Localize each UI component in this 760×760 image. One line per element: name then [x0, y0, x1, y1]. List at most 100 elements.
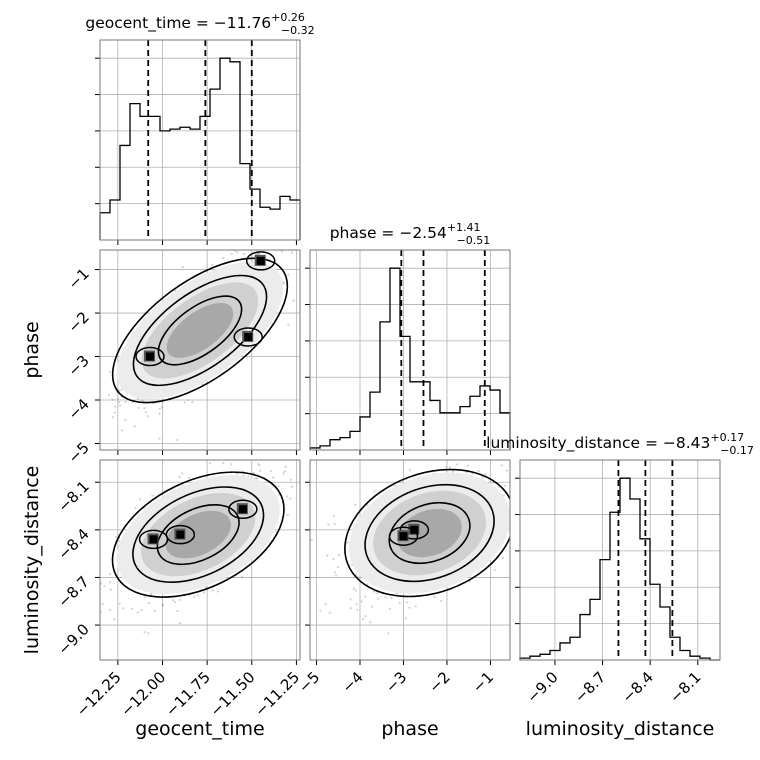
scatter-point: [118, 539, 121, 543]
scatter-panel-luminosity_distance_vs_geocent_time: [95, 444, 307, 665]
scatter-point: [191, 400, 194, 403]
hist-panel-luminosity_distance: luminosity_distance = −8.43+0.17 −0.17: [486, 431, 754, 665]
scatter-point: [95, 426, 97, 428]
scatter-panel-phase_vs_geocent_time: [87, 247, 301, 455]
scatter-point: [466, 464, 470, 467]
hist-panel-phase: phase = −2.54+1.41 −0.51: [305, 221, 511, 455]
scatter-point: [354, 589, 358, 592]
scatter-point: [115, 536, 118, 539]
scatter-point: [261, 444, 263, 446]
scatter-point: [404, 617, 407, 620]
x-axis-label-luminosity_distance: luminosity_distance: [526, 718, 715, 740]
panel-content: [310, 460, 541, 660]
scatter-point: [388, 607, 392, 610]
scatter-point: [387, 632, 390, 635]
scatter-point: [327, 523, 330, 526]
scatter-point: [211, 263, 214, 266]
y-axis-label-luminosity_distance: luminosity_distance: [21, 466, 43, 655]
scatter-point: [511, 468, 513, 470]
scatter-point: [109, 588, 112, 591]
scatter-point: [222, 257, 225, 260]
title-plus: +0.26: [271, 11, 305, 24]
scatter-point: [147, 602, 150, 605]
scatter-point: [202, 591, 205, 594]
scatter-point: [240, 575, 243, 579]
scatter-point: [364, 595, 367, 598]
title-plus: +1.41: [447, 221, 481, 234]
scatter-point: [183, 401, 186, 404]
scatter-point: [360, 600, 363, 603]
scatter-point: [465, 471, 468, 474]
y-tick-label: −8.7: [54, 573, 92, 611]
scatter-point: [395, 592, 399, 595]
scatter-point: [539, 553, 541, 555]
scatter-point: [136, 397, 140, 400]
scatter-point: [186, 398, 189, 402]
scatter-point: [445, 465, 448, 469]
panel-content: [87, 247, 300, 450]
title-minus: −0.32: [281, 24, 315, 37]
scatter-point: [134, 506, 137, 510]
scatter-point: [372, 590, 375, 593]
panel-frame: [99, 459, 301, 661]
scatter-point: [287, 273, 290, 276]
x-axis-label-phase: phase: [381, 718, 438, 740]
contour-line: [388, 501, 471, 565]
scatter-point: [511, 501, 513, 503]
scatter-point: [118, 602, 121, 605]
scatter-point: [393, 484, 396, 487]
scatter-point: [305, 489, 307, 491]
scatter-point: [349, 598, 352, 601]
scatter-point: [484, 472, 487, 476]
scatter-point: [408, 606, 411, 609]
x-tick-label: −8.1: [666, 668, 704, 706]
title-value: phase = −2.54: [330, 224, 447, 242]
scatter-point: [262, 456, 264, 458]
title-minus: −0.17: [720, 444, 754, 457]
scatter-point: [181, 472, 184, 475]
density-peak: [146, 352, 154, 361]
panel-frame: [99, 39, 301, 241]
scatter-point: [262, 247, 264, 249]
histogram-step-phase: [309, 267, 511, 450]
contour-line: [157, 295, 243, 366]
scatter-point: [259, 469, 262, 472]
scatter-point: [87, 388, 89, 390]
scatter-point: [289, 478, 293, 481]
y-axis-label-phase: phase: [21, 321, 43, 378]
scatter-point: [111, 398, 114, 401]
scatter-point: [138, 498, 142, 501]
contour-line: [135, 346, 165, 367]
scatter-point: [196, 594, 199, 597]
scatter-point: [181, 266, 184, 269]
scatter-point: [230, 252, 233, 255]
scatter-point: [236, 251, 239, 254]
scatter-point: [204, 586, 207, 589]
scatter-point: [112, 618, 116, 621]
scatter-point: [158, 412, 161, 415]
scatter-point: [370, 605, 374, 608]
scatter-point: [286, 495, 289, 498]
scatter-point: [187, 476, 191, 480]
y-tick-label: −8.4: [54, 525, 92, 563]
scatter-point: [376, 592, 379, 595]
contour-line: [399, 520, 430, 540]
scatter-point: [319, 609, 322, 612]
scatter-point: [179, 598, 182, 601]
scatter-point: [216, 590, 220, 593]
density-peak: [176, 530, 185, 539]
scatter-point: [433, 595, 436, 599]
scatter-point: [333, 571, 337, 574]
x-tick-label: −12.25: [73, 668, 125, 720]
scatter-point: [254, 252, 257, 256]
scatter-point: [118, 400, 121, 404]
scatter-point: [286, 513, 289, 517]
density-peak: [149, 535, 158, 544]
y-tick-label: −8.1: [54, 477, 92, 515]
scatter-point: [333, 522, 336, 526]
scatter-point: [118, 389, 121, 392]
scatter-point: [108, 370, 112, 373]
x-tick-label: −8.7: [571, 668, 609, 706]
scatter-point: [292, 299, 295, 302]
scatter-point: [178, 476, 181, 479]
